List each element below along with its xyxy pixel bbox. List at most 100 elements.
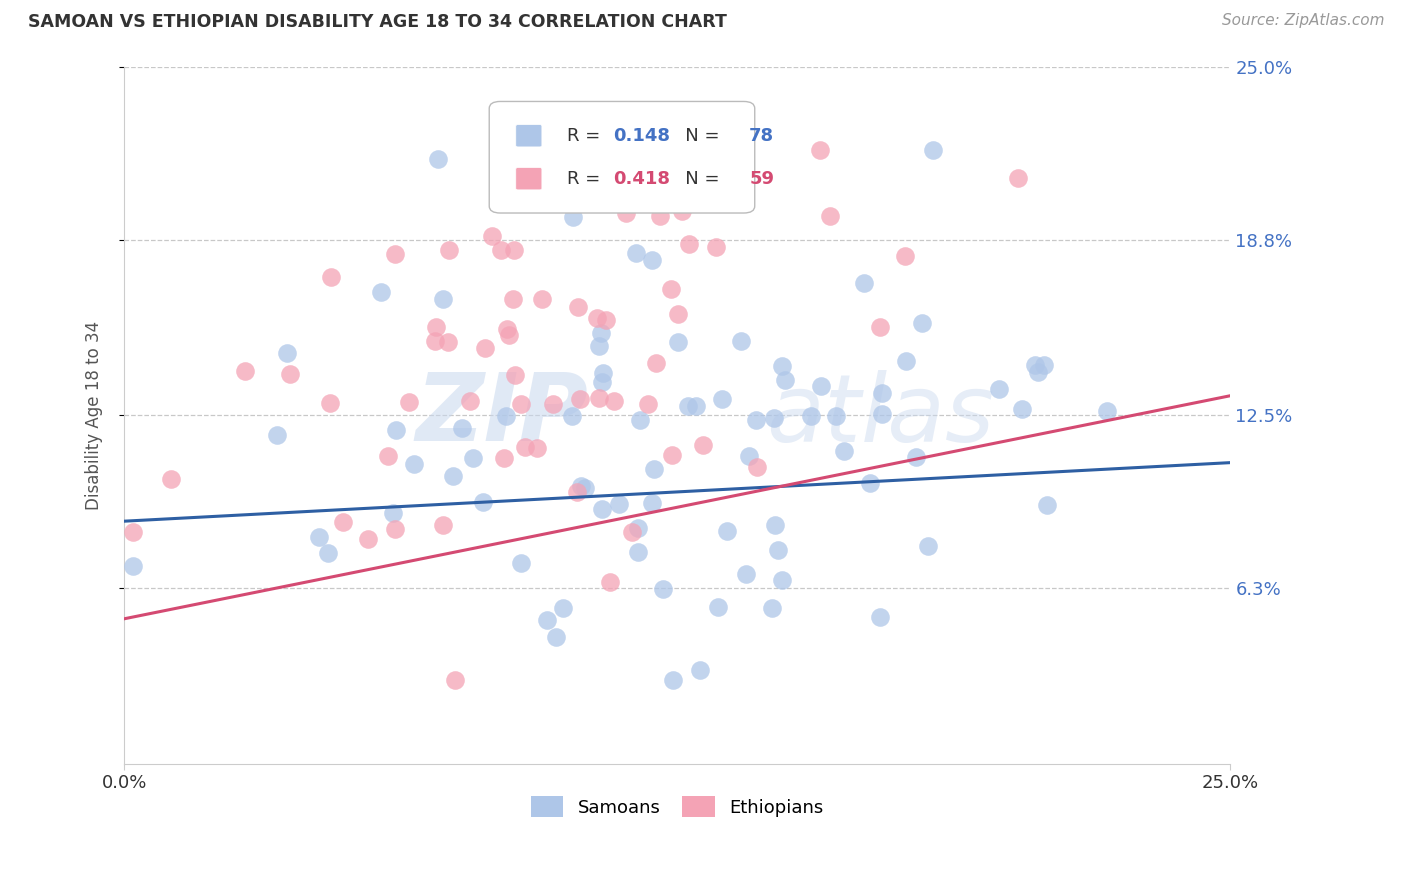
Point [502,292,524,306]
Point [591,375,613,389]
Point [509,556,531,570]
Point [678,237,700,252]
Point [922,143,945,157]
Point [770,359,793,373]
Point [661,448,683,462]
Point [382,506,405,520]
Point [853,277,876,291]
Text: 0.148: 0.148 [613,127,671,145]
Point [676,399,699,413]
Point [894,354,917,368]
Point [502,243,524,257]
Point [627,545,650,559]
Point [659,282,682,296]
Point [561,409,583,423]
Point [987,382,1010,396]
Point [398,395,420,409]
Text: SAMOAN VS ETHIOPIAN DISABILITY AGE 18 TO 34 CORRELATION CHART: SAMOAN VS ETHIOPIAN DISABILITY AGE 18 TO… [28,13,727,31]
Point [536,613,558,627]
Point [567,300,589,314]
Point [650,209,672,223]
Point [707,599,730,614]
Point [425,319,447,334]
Point [574,481,596,495]
Point [591,501,613,516]
Point [503,368,526,382]
Point [451,421,474,435]
Point [800,409,823,423]
Point [624,246,647,260]
Point [266,428,288,442]
Point [569,392,592,406]
Point [662,673,685,688]
Point [585,311,607,326]
Point [627,521,650,535]
Point [494,450,516,465]
Point [1026,365,1049,379]
Point [481,229,503,244]
Point [458,393,481,408]
Point [544,630,567,644]
Point [692,437,714,451]
Point [730,334,752,349]
Point [869,609,891,624]
Point [551,601,574,615]
Point [603,393,626,408]
Text: N =: N = [668,169,725,187]
Point [592,366,614,380]
Text: Source: ZipAtlas.com: Source: ZipAtlas.com [1222,13,1385,29]
Text: 78: 78 [749,127,775,145]
Point [495,322,517,336]
Point [766,543,789,558]
Point [432,517,454,532]
Text: 59: 59 [749,169,775,187]
Point [825,409,848,424]
Point [595,313,617,327]
Point [641,496,664,510]
Point [437,243,460,257]
Text: 0.418: 0.418 [613,169,671,187]
Text: R =: R = [567,127,606,145]
FancyBboxPatch shape [489,102,755,213]
Point [526,442,548,456]
Point [609,497,631,511]
Point [621,525,644,540]
Point [588,339,610,353]
Text: R =: R = [567,169,606,187]
Point [591,326,613,340]
Point [628,413,651,427]
Point [432,292,454,306]
Point [404,458,426,472]
Point [716,524,738,539]
Point [443,673,465,688]
Point [917,539,939,553]
Point [1024,358,1046,372]
Point [426,152,449,166]
Point [685,399,707,413]
Point [569,479,592,493]
Point [869,319,891,334]
Point [385,423,408,437]
Point [770,573,793,587]
Point [1007,170,1029,185]
Point [489,243,512,257]
Point [637,396,659,410]
Y-axis label: Disability Age 18 to 34: Disability Age 18 to 34 [86,320,103,509]
Point [666,334,689,349]
Point [904,450,927,465]
Legend: Samoans, Ethiopians: Samoans, Ethiopians [524,789,831,824]
Point [471,495,494,509]
Point [319,396,342,410]
Point [643,461,665,475]
Point [495,409,517,424]
Point [122,524,145,539]
Point [1095,404,1118,418]
Point [541,397,564,411]
Point [474,341,496,355]
Point [651,582,673,596]
Point [377,449,399,463]
Point [859,475,882,490]
Point [599,574,621,589]
Point [761,601,783,615]
Point [1011,401,1033,416]
